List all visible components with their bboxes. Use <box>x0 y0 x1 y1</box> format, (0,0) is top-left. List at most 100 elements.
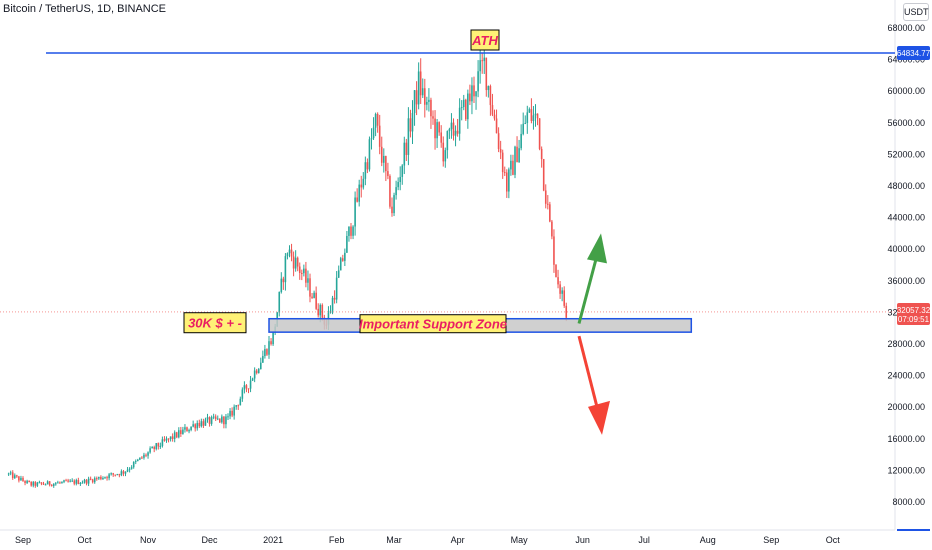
candle-body <box>411 113 414 132</box>
candle-body <box>465 99 467 120</box>
candle-body <box>530 109 533 121</box>
candle-body <box>473 85 475 97</box>
candle-body <box>497 133 500 149</box>
candle-body <box>225 416 227 425</box>
candle-body <box>161 439 164 446</box>
candle-body <box>426 101 428 105</box>
candle-body <box>370 138 373 140</box>
time-tick-label: Aug <box>700 535 716 545</box>
candle-body <box>59 482 61 484</box>
candle-body <box>428 99 430 102</box>
candle-body <box>216 418 219 420</box>
candle-body <box>542 159 545 191</box>
candle-body <box>89 478 92 480</box>
price-axis[interactable]: 68000.0064000.0060000.0056000.0052000.00… <box>887 0 925 530</box>
bullish-arrow-shaft[interactable] <box>577 255 599 324</box>
currency-badge[interactable]: USDT <box>903 3 929 21</box>
candle-body <box>282 278 285 283</box>
candle-body <box>460 107 463 109</box>
candle-body <box>424 88 426 105</box>
candle-body <box>69 480 71 482</box>
candle-body <box>55 483 57 485</box>
time-tick-label: Nov <box>140 535 157 545</box>
candle-body <box>454 130 457 136</box>
bullish-arrow-head[interactable] <box>587 233 607 264</box>
candle-body <box>214 416 217 419</box>
price-tick-label: 16000.00 <box>887 434 925 444</box>
candle-body <box>481 60 483 62</box>
candle-body <box>413 90 416 114</box>
candle-body <box>204 419 207 426</box>
candle-body <box>227 416 229 418</box>
bearish-arrow-head[interactable] <box>588 400 610 435</box>
candle-body <box>235 405 237 407</box>
candle-body <box>311 296 313 298</box>
candle-body <box>360 184 363 188</box>
candle-body <box>253 370 256 379</box>
candle-body <box>553 236 555 265</box>
candle-body <box>522 123 524 134</box>
candle-body <box>16 475 18 477</box>
candle-body <box>268 341 270 355</box>
candle-body <box>378 125 381 147</box>
candle-body <box>278 292 281 313</box>
candle-body <box>132 462 135 468</box>
candle-body <box>434 118 436 139</box>
candle-body <box>374 113 377 128</box>
candle-body <box>417 71 420 105</box>
time-axis[interactable]: Sep Oct Nov Dec 2021 Feb Mar Apr May Jun Jul Aug Sep… <box>0 529 895 545</box>
price-tick-label: 44000.00 <box>887 213 925 223</box>
candle-body <box>137 459 139 462</box>
current-price-tag <box>897 302 930 325</box>
candle-body <box>233 406 235 416</box>
ath-label-box <box>470 29 500 51</box>
candle-body <box>147 452 149 456</box>
candle-body <box>348 226 350 236</box>
candle-body <box>364 162 367 179</box>
candle-body <box>536 113 539 119</box>
candle-body <box>393 195 395 214</box>
candle-body <box>247 388 250 390</box>
candle-body <box>114 474 117 476</box>
candle-body <box>358 184 360 202</box>
candle-body <box>26 480 28 483</box>
candle-body <box>344 252 346 261</box>
time-tick-label: Feb <box>329 535 345 545</box>
candle-body <box>272 332 274 345</box>
price-tick-label: 12000.00 <box>887 465 925 475</box>
candle-body <box>354 197 356 227</box>
candle-body <box>116 474 119 476</box>
candle-body <box>528 109 531 113</box>
candle-body <box>182 429 184 434</box>
candle-body <box>73 480 76 484</box>
candle-body <box>298 266 301 273</box>
candle-body <box>383 155 385 163</box>
candle-body <box>24 481 26 483</box>
current-price-tag-text: 32057.32 <box>897 306 931 315</box>
candle-body <box>219 418 221 423</box>
candle-body <box>163 439 166 441</box>
candle-body <box>456 130 459 134</box>
candle-body <box>120 471 123 476</box>
candle-body <box>231 410 233 416</box>
candle-body <box>270 341 272 345</box>
candle-body <box>112 473 114 475</box>
bearish-arrow-shaft[interactable] <box>577 335 600 412</box>
level-label: 30K $ + - <box>188 316 242 331</box>
candle-body <box>237 405 240 407</box>
candle-body <box>249 380 252 389</box>
candle-body <box>296 257 299 267</box>
candle-body <box>403 142 406 166</box>
candle-body <box>438 122 440 133</box>
candle-body <box>565 305 568 318</box>
candle-body <box>512 160 514 175</box>
candle-body <box>91 479 94 483</box>
candle-body <box>555 264 557 278</box>
candle-body <box>96 478 98 480</box>
candle-body <box>126 469 129 472</box>
candle-body <box>171 436 174 439</box>
candle-body <box>196 423 199 429</box>
candle-body <box>315 292 317 309</box>
